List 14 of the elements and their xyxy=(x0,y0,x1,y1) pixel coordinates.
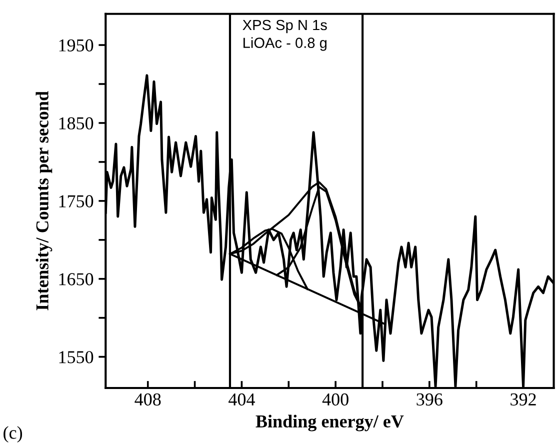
y-tick-label: 1650 xyxy=(59,273,94,286)
x-axis-title: Binding energy/ eV xyxy=(256,414,404,432)
y-tick-label: 1550 xyxy=(59,351,94,364)
annotation: XPS Sp N 1s LiOAc - 0.8 g xyxy=(242,20,327,51)
y-tick-label: 1850 xyxy=(59,117,94,130)
x-tick-label: 404 xyxy=(228,393,255,406)
y-tick-label: 1950 xyxy=(59,39,94,52)
y-axis-title: Intensity/ Counts per second xyxy=(36,91,52,310)
x-tick-label: 392 xyxy=(510,393,536,406)
x-tick-label: 396 xyxy=(416,393,442,406)
x-tick-label: 400 xyxy=(322,393,348,406)
x-tick-label: 408 xyxy=(134,393,161,406)
text: (c) xyxy=(4,426,22,443)
y-tick-label: 1750 xyxy=(59,195,94,208)
